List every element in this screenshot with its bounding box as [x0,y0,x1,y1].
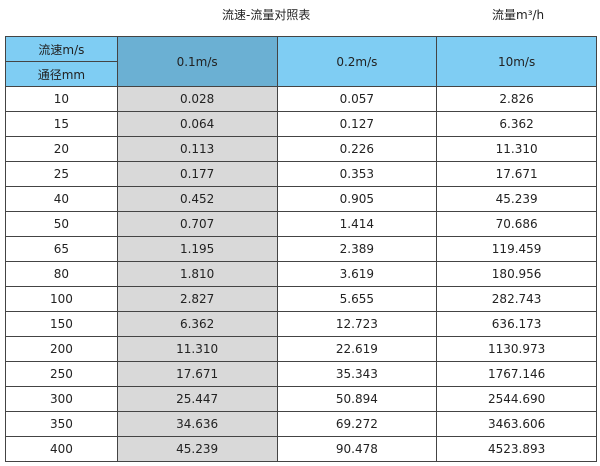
flow-cell: 90.478 [276,436,438,462]
table-row: 40 0.452 0.905 45.239 [5,186,597,212]
flow-cell: 0.452 [116,186,278,212]
flow-cell: 69.272 [276,411,438,437]
flow-cell: 2.826 [436,86,597,112]
diameter-cell: 150 [5,311,118,337]
diameter-cell: 300 [5,386,118,412]
diameter-header: 通径mm [5,61,118,87]
flow-cell: 2.827 [116,286,278,312]
diameter-cell: 200 [5,336,118,362]
flow-cell: 0.177 [116,161,278,187]
flow-cell: 70.686 [436,211,597,237]
flow-cell: 1.810 [116,261,278,287]
flow-cell: 0.905 [276,186,438,212]
flow-cell: 1.414 [276,211,438,237]
diameter-cell: 250 [5,361,118,387]
table-row: 20 0.113 0.226 11.310 [5,136,597,162]
diameter-cell: 20 [5,136,118,162]
flow-cell: 50.894 [276,386,438,412]
flow-cell: 0.057 [276,86,438,112]
table-row: 200 11.310 22.619 1130.973 [5,336,597,362]
diameter-cell: 10 [5,86,118,112]
flow-cell: 2.389 [276,236,438,262]
diameter-cell: 65 [5,236,118,262]
diameter-cell: 100 [5,286,118,312]
flow-cell: 180.956 [436,261,597,287]
flow-cell: 25.447 [116,386,278,412]
table-row: 150 6.362 12.723 636.173 [5,311,597,337]
flow-cell: 22.619 [276,336,438,362]
col-header-0.2: 0.2m/s [276,36,438,87]
table-row: 15 0.064 0.127 6.362 [5,111,597,137]
flow-cell: 0.353 [276,161,438,187]
flow-cell: 1.195 [116,236,278,262]
flow-cell: 17.671 [436,161,597,187]
diameter-cell: 15 [5,111,118,137]
table-row: 250 17.671 35.343 1767.146 [5,361,597,387]
flow-cell: 1130.973 [436,336,597,362]
flow-cell: 0.226 [276,136,438,162]
flow-cell: 119.459 [436,236,597,262]
flow-cell: 4523.893 [436,436,597,462]
table-row: 65 1.195 2.389 119.459 [5,236,597,262]
table-row: 350 34.636 69.272 3463.606 [5,411,597,437]
flow-cell: 1767.146 [436,361,597,387]
table-row: 10 0.028 0.057 2.826 [5,86,597,112]
flow-cell: 34.636 [116,411,278,437]
table-row: 50 0.707 1.414 70.686 [5,211,597,237]
flow-cell: 2544.690 [436,386,597,412]
flow-cell: 35.343 [276,361,438,387]
table-row: 100 2.827 5.655 282.743 [5,286,597,312]
flow-cell: 0.113 [116,136,278,162]
table-row: 400 45.239 90.478 4523.893 [5,436,597,462]
diameter-cell: 80 [5,261,118,287]
flow-cell: 45.239 [436,186,597,212]
table-row: 300 25.447 50.894 2544.690 [5,386,597,412]
flow-cell: 0.028 [116,86,278,112]
flow-cell: 5.655 [276,286,438,312]
flow-cell: 282.743 [436,286,597,312]
diameter-cell: 350 [5,411,118,437]
col-header-10: 10m/s [436,36,597,87]
flow-cell: 3.619 [276,261,438,287]
flow-cell: 11.310 [116,336,278,362]
flow-cell: 6.362 [116,311,278,337]
col-header-0.1: 0.1m/s [116,36,278,87]
unit-label: 流量m³/h [492,8,545,22]
velocity-header: 流速m/s [5,36,118,62]
diameter-cell: 40 [5,186,118,212]
flow-cell: 45.239 [116,436,278,462]
flow-cell: 17.671 [116,361,278,387]
diameter-cell: 400 [5,436,118,462]
flow-cell: 636.173 [436,311,597,337]
flow-cell: 11.310 [436,136,597,162]
flow-cell: 6.362 [436,111,597,137]
table-row: 80 1.810 3.619 180.956 [5,261,597,287]
flow-cell: 0.707 [116,211,278,237]
flow-cell: 0.064 [116,111,278,137]
flow-table: 流速m/s 0.1m/s 0.2m/s 10m/s 通径mm 10 0.028 0.… [5,36,597,462]
diameter-cell: 25 [5,161,118,187]
flow-cell: 12.723 [276,311,438,337]
diameter-cell: 50 [5,211,118,237]
table-row: 25 0.177 0.353 17.671 [5,161,597,187]
flow-cell: 0.127 [276,111,438,137]
table-title: 流速-流量对照表 [222,8,311,22]
flow-cell: 3463.606 [436,411,597,437]
